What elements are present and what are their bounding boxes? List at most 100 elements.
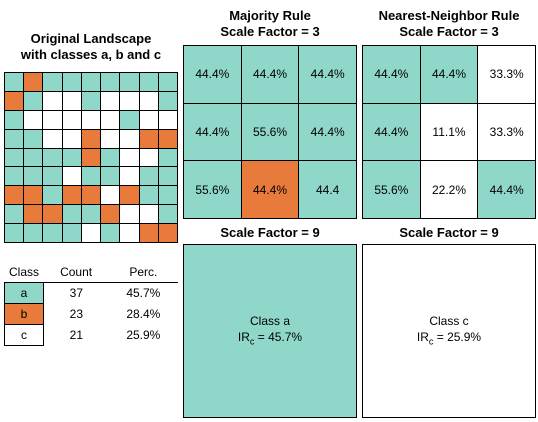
perc-header: Perc. bbox=[109, 262, 178, 283]
landscape-cell bbox=[120, 111, 139, 130]
landscape-cell bbox=[24, 149, 43, 168]
majority-cell: 44.4% bbox=[299, 46, 357, 104]
class-perc: 28.4% bbox=[109, 304, 178, 325]
landscape-cell bbox=[140, 224, 159, 243]
nearest-title: Nearest-Neighbor Rule Scale Factor = 3 bbox=[362, 8, 536, 40]
landscape-cell bbox=[159, 73, 178, 92]
nearest-cell: 44.4% bbox=[421, 46, 479, 104]
landscape-cell bbox=[5, 224, 24, 243]
nearest-rule-label: Nearest-Neighbor Rule bbox=[362, 8, 536, 24]
original-title-line1: Original Landscape bbox=[4, 31, 178, 47]
landscape-cell bbox=[101, 111, 120, 130]
ir-prefix: IR bbox=[238, 330, 250, 344]
class-count: 21 bbox=[44, 325, 109, 346]
landscape-cell bbox=[63, 186, 82, 205]
landscape-cell bbox=[159, 224, 178, 243]
class-swatch: c bbox=[5, 325, 44, 346]
landscape-cell bbox=[43, 167, 62, 186]
landscape-cell bbox=[159, 111, 178, 130]
landscape-cell bbox=[5, 73, 24, 92]
landscape-cell bbox=[159, 130, 178, 149]
class-header: Class bbox=[5, 262, 44, 283]
landscape-cell bbox=[63, 130, 82, 149]
class-count: 23 bbox=[44, 304, 109, 325]
count-header: Count bbox=[44, 262, 109, 283]
landscape-cell bbox=[82, 186, 101, 205]
landscape-cell bbox=[140, 149, 159, 168]
original-title: Original Landscape with classes a, b and… bbox=[4, 31, 178, 63]
class-count: 37 bbox=[44, 283, 109, 304]
nearest-cell: 55.6% bbox=[363, 161, 421, 219]
majority-cell: 55.6% bbox=[242, 104, 300, 162]
class-table: Class Count Perc. a 37 45.7% b 23 28.4% c 21 25.… bbox=[4, 262, 178, 346]
majority-scale9-label: Scale Factor = 9 bbox=[183, 225, 357, 241]
landscape-cell bbox=[120, 149, 139, 168]
landscape-cell bbox=[140, 111, 159, 130]
nearest-cell: 44.4% bbox=[363, 104, 421, 162]
class-perc: 45.7% bbox=[109, 283, 178, 304]
landscape-cell bbox=[140, 73, 159, 92]
majority-cell: 44.4 bbox=[299, 161, 357, 219]
nearest-cell: 44.4% bbox=[363, 46, 421, 104]
landscape-cell bbox=[101, 149, 120, 168]
landscape-cell bbox=[63, 224, 82, 243]
landscape-cell bbox=[159, 186, 178, 205]
landscape-cell bbox=[5, 205, 24, 224]
nearest-cell: 11.1% bbox=[421, 104, 479, 162]
class-perc: 25.9% bbox=[109, 325, 178, 346]
landscape-cell bbox=[120, 92, 139, 111]
landscape-cell bbox=[24, 130, 43, 149]
nearest-cell: 44.4% bbox=[478, 161, 536, 219]
landscape-cell bbox=[5, 149, 24, 168]
landscape-cell bbox=[43, 73, 62, 92]
landscape-cell bbox=[43, 205, 62, 224]
landscape-cell bbox=[82, 73, 101, 92]
class-swatch: b bbox=[5, 304, 44, 325]
majority-scale3-grid: 44.4% 44.4% 44.4% 44.4% 55.6% 44.4% 55.6% 44.4%… bbox=[183, 45, 357, 219]
landscape-cell bbox=[159, 92, 178, 111]
landscape-cell bbox=[82, 130, 101, 149]
landscape-cell bbox=[101, 186, 120, 205]
majority-cell: 44.4% bbox=[242, 46, 300, 104]
ir-value: = 25.9% bbox=[433, 330, 481, 344]
landscape-cell bbox=[120, 130, 139, 149]
nearest-scale9-label: Scale Factor = 9 bbox=[362, 225, 536, 241]
landscape-cell bbox=[82, 167, 101, 186]
landscape-cell bbox=[5, 186, 24, 205]
landscape-cell bbox=[82, 224, 101, 243]
landscape-cell bbox=[82, 149, 101, 168]
landscape-cell bbox=[63, 92, 82, 111]
class-swatch: a bbox=[5, 283, 44, 304]
landscape-cell bbox=[120, 224, 139, 243]
nearest-scale9-class: Class c bbox=[429, 313, 468, 329]
majority-cell: 44.4% bbox=[299, 104, 357, 162]
landscape-cell bbox=[82, 92, 101, 111]
landscape-cell bbox=[120, 205, 139, 224]
landscape-cell bbox=[101, 224, 120, 243]
nearest-scale9-ir: IRc = 25.9% bbox=[417, 329, 481, 349]
landscape-cell bbox=[43, 224, 62, 243]
landscape-cell bbox=[63, 167, 82, 186]
landscape-cell bbox=[82, 111, 101, 130]
landscape-cell bbox=[140, 167, 159, 186]
landscape-cell bbox=[101, 205, 120, 224]
landscape-cell bbox=[101, 92, 120, 111]
landscape-cell bbox=[24, 111, 43, 130]
landscape-cell bbox=[63, 149, 82, 168]
landscape-cell bbox=[120, 186, 139, 205]
landscape-cell bbox=[24, 186, 43, 205]
majority-rule-label: Majority Rule bbox=[183, 8, 357, 24]
landscape-cell bbox=[140, 130, 159, 149]
landscape-cell bbox=[101, 130, 120, 149]
ir-prefix: IR bbox=[417, 330, 429, 344]
landscape-cell bbox=[24, 73, 43, 92]
landscape-cell bbox=[24, 224, 43, 243]
landscape-cell bbox=[24, 205, 43, 224]
majority-scale9-ir: IRc = 45.7% bbox=[238, 329, 302, 349]
ir-value: = 45.7% bbox=[254, 330, 302, 344]
class-row-c: c 21 25.9% bbox=[5, 325, 179, 346]
landscape-cell bbox=[101, 167, 120, 186]
landscape-cell bbox=[5, 130, 24, 149]
original-title-line2: with classes a, b and c bbox=[4, 47, 178, 63]
landscape-cell bbox=[63, 73, 82, 92]
